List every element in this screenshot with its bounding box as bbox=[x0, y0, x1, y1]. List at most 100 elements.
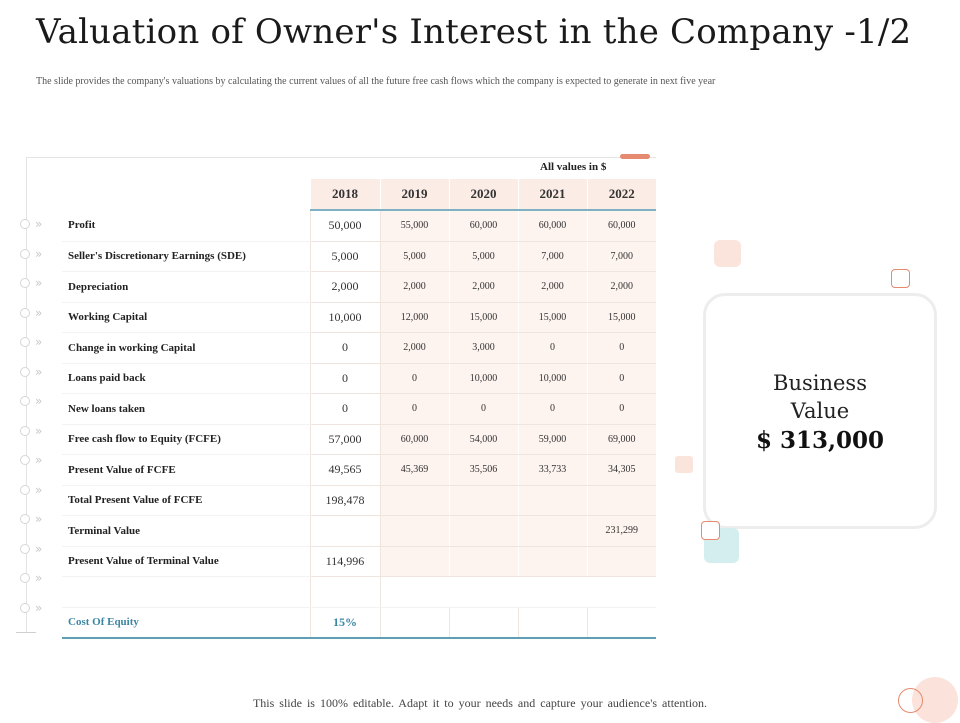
table-row bbox=[62, 576, 656, 608]
value-cell: 15,000 bbox=[586, 302, 656, 333]
value-cell: 5,000 bbox=[448, 241, 518, 272]
value-cell: 7,000 bbox=[586, 241, 656, 272]
row-label: Present Value of FCFE bbox=[62, 454, 310, 486]
value-cell: 0 bbox=[309, 393, 381, 425]
value-cell: 59,000 bbox=[517, 424, 587, 455]
value-cell: 60,000 bbox=[586, 210, 656, 242]
circle-icon bbox=[20, 337, 30, 347]
row-marker: » bbox=[20, 276, 42, 290]
row-marker: » bbox=[20, 424, 42, 438]
value-cell: 2,000 bbox=[309, 271, 381, 303]
year-header: 2021 bbox=[517, 179, 587, 211]
row-marker: » bbox=[20, 217, 42, 231]
table-frame-top bbox=[26, 157, 656, 158]
value-cell: 0 bbox=[309, 363, 381, 394]
value-cell: 35,506 bbox=[448, 454, 518, 486]
value-cell: 33,733 bbox=[517, 454, 587, 486]
double-chevron-icon: » bbox=[35, 364, 43, 379]
value-cell: 0 bbox=[586, 332, 656, 364]
row-label: Free cash flow to Equity (FCFE) bbox=[62, 424, 310, 455]
value-cell: 2,000 bbox=[379, 271, 449, 303]
row-label: Terminal Value bbox=[62, 515, 310, 547]
value-cell: 0 bbox=[448, 393, 518, 425]
row-marker: » bbox=[20, 542, 42, 556]
row-label: Depreciation bbox=[62, 271, 310, 303]
row-label: New loans taken bbox=[62, 393, 310, 425]
circle-icon bbox=[20, 514, 30, 524]
row-label: Present Value of Terminal Value bbox=[62, 546, 310, 577]
value-cell: 5,000 bbox=[309, 241, 381, 272]
cost-of-equity-label: Cost Of Equity bbox=[62, 607, 310, 639]
table-row: Present Value of FCFE 49,565 45,369 35,506 3… bbox=[62, 454, 656, 486]
value-cell: 2,000 bbox=[379, 332, 449, 364]
double-chevron-icon: » bbox=[35, 482, 43, 497]
value-cell: 0 bbox=[517, 332, 587, 364]
accent-bar bbox=[620, 154, 650, 159]
value-cell: 57,000 bbox=[309, 424, 381, 455]
double-chevron-icon: » bbox=[35, 246, 43, 261]
value-cell: 231,299 bbox=[586, 515, 656, 547]
circle-icon bbox=[20, 484, 30, 495]
double-chevron-icon: » bbox=[35, 217, 43, 231]
value-cell: 0 bbox=[309, 332, 381, 364]
circle-icon bbox=[20, 219, 30, 229]
row-label: Working Capital bbox=[62, 302, 310, 333]
value-cell: 0 bbox=[517, 393, 587, 425]
value-cell bbox=[517, 546, 587, 577]
business-value-amount: $ 313,000 bbox=[755, 426, 885, 454]
header-blank-cell bbox=[62, 179, 310, 210]
value-cell: 10,000 bbox=[517, 363, 587, 394]
value-cell bbox=[309, 576, 381, 608]
value-cell bbox=[517, 607, 587, 639]
value-cell bbox=[379, 546, 449, 577]
table-row: Seller's Discretionary Earnings (SDE) 5,0… bbox=[62, 241, 656, 272]
value-cell: 60,000 bbox=[379, 424, 449, 455]
row-label: Profit bbox=[62, 210, 310, 242]
value-cell: 49,565 bbox=[309, 454, 381, 486]
year-header: 2020 bbox=[448, 179, 518, 211]
value-cell: 10,000 bbox=[448, 363, 518, 394]
value-cell bbox=[586, 576, 656, 608]
value-cell: 3,000 bbox=[448, 332, 518, 364]
double-chevron-icon: » bbox=[35, 394, 43, 408]
table-row: Terminal Value 231,299 bbox=[62, 515, 656, 547]
year-header-row: 2018 2019 2020 2021 2022 bbox=[62, 179, 656, 211]
value-cell bbox=[448, 546, 518, 577]
value-cell: 55,000 bbox=[379, 210, 449, 242]
value-cell: 54,000 bbox=[448, 424, 518, 455]
row-label: Total Present Value of FCFE bbox=[62, 485, 310, 516]
table-row: New loans taken 0 0 0 0 0 bbox=[62, 393, 656, 425]
value-cell: 45,369 bbox=[379, 454, 449, 486]
value-cell: 60,000 bbox=[517, 210, 587, 242]
value-cell: 2,000 bbox=[586, 271, 656, 303]
circle-icon bbox=[20, 455, 30, 465]
table-row: Profit 50,000 55,000 60,000 60,000 60,000 bbox=[62, 210, 656, 242]
double-chevron-icon: » bbox=[35, 276, 43, 290]
cost-of-equity-row: Cost Of Equity 15% bbox=[62, 607, 656, 639]
circle-icon bbox=[20, 602, 30, 613]
double-chevron-icon: » bbox=[35, 305, 43, 320]
year-header: 2019 bbox=[379, 179, 449, 211]
row-marker: » bbox=[20, 394, 42, 408]
table-row: Change in working Capital 0 2,000 3,000 0 0 bbox=[62, 332, 656, 364]
value-cell: 69,000 bbox=[586, 424, 656, 455]
value-cell: 0 bbox=[379, 393, 449, 425]
value-cell bbox=[448, 485, 518, 516]
value-cell: 2,000 bbox=[448, 271, 518, 303]
value-cell bbox=[379, 607, 449, 639]
table-row: Total Present Value of FCFE 198,478 bbox=[62, 485, 656, 516]
value-cell: 198,478 bbox=[309, 485, 381, 516]
value-cell: 50,000 bbox=[309, 210, 381, 242]
row-marker: » bbox=[20, 335, 42, 349]
circle-icon bbox=[20, 543, 30, 554]
year-header: 2018 bbox=[309, 179, 380, 211]
value-cell bbox=[379, 485, 449, 516]
row-label: Seller's Discretionary Earnings (SDE) bbox=[62, 241, 310, 272]
value-cell bbox=[448, 515, 518, 547]
value-cell: 0 bbox=[379, 363, 449, 394]
row-marker: » bbox=[20, 247, 42, 261]
value-cell bbox=[586, 546, 656, 577]
table-frame-left bbox=[26, 157, 27, 632]
year-header: 2022 bbox=[586, 179, 656, 211]
deco-square-outline-2 bbox=[701, 521, 720, 540]
